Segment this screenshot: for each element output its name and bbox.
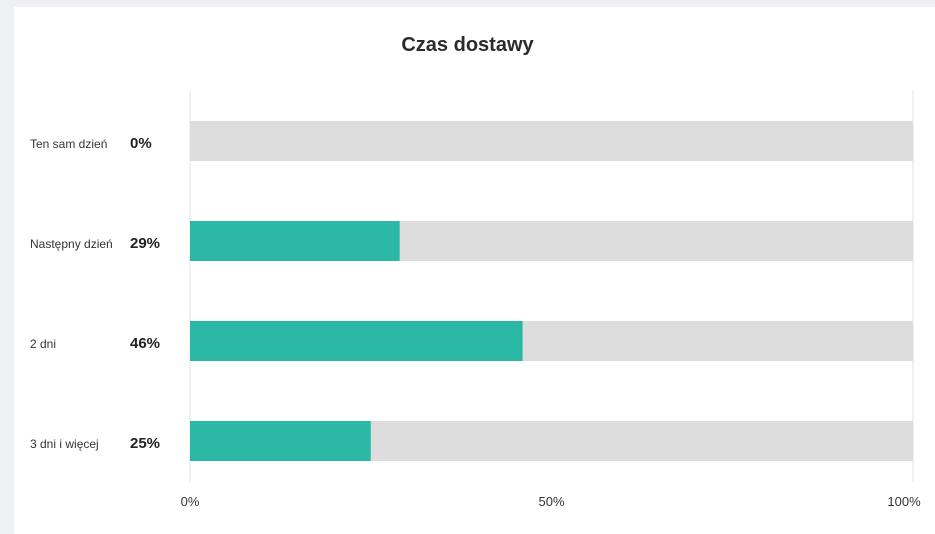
value-label: 46%: [130, 335, 161, 352]
bar: [190, 421, 371, 461]
x-tick-label: 0%: [180, 494, 200, 509]
bar: [190, 221, 400, 261]
value-label: 0%: [130, 135, 152, 152]
category-label: Następny dzień: [30, 237, 113, 251]
category-label: 2 dni: [30, 337, 57, 351]
x-tick-label: 50%: [538, 494, 565, 509]
category-label: 3 dni i więcej: [30, 437, 99, 451]
category-label: Ten sam dzień: [30, 137, 108, 151]
chart-title: Czas dostawy: [401, 34, 534, 56]
x-tick-label: 100%: [887, 494, 921, 509]
bar: [190, 321, 523, 361]
value-label: 29%: [130, 235, 161, 252]
value-label: 25%: [130, 435, 161, 452]
bar-track: [190, 121, 913, 161]
